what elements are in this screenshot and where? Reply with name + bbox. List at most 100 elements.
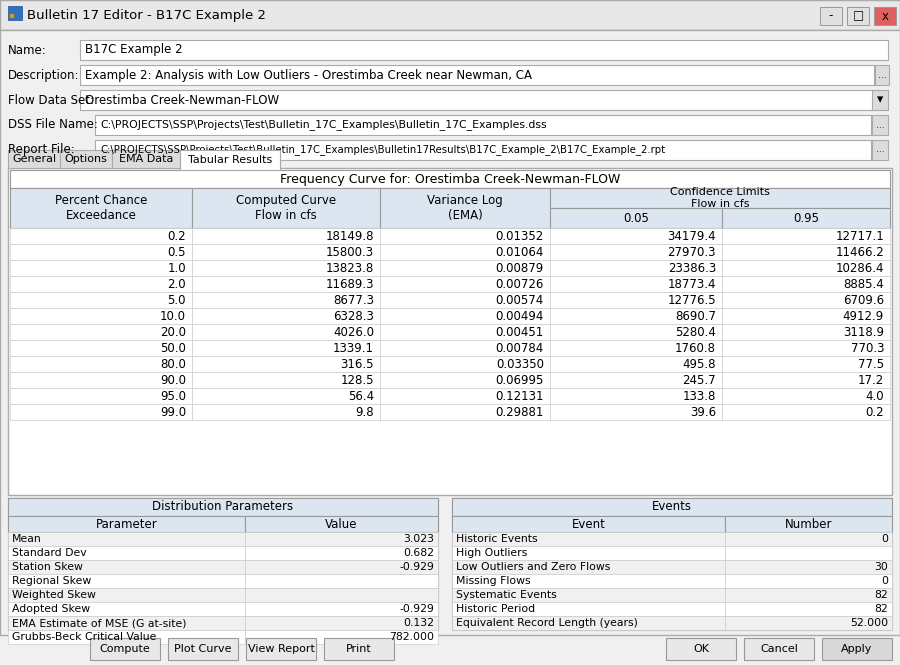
Text: 52.000: 52.000 — [850, 618, 888, 628]
Bar — [192, 260, 380, 276]
Bar — [192, 324, 380, 340]
Text: 1.0: 1.0 — [167, 261, 186, 275]
Text: 10286.4: 10286.4 — [835, 261, 884, 275]
Bar — [192, 292, 380, 308]
Text: 82: 82 — [874, 604, 888, 614]
Text: 12776.5: 12776.5 — [668, 293, 716, 307]
Bar — [820, 7, 842, 25]
Bar — [192, 372, 380, 388]
Text: 17.2: 17.2 — [858, 374, 884, 386]
Bar — [380, 276, 550, 292]
Text: 77.5: 77.5 — [858, 358, 884, 370]
Bar — [80, 90, 880, 110]
Bar — [245, 532, 438, 546]
Bar — [380, 228, 550, 244]
Text: 0.29881: 0.29881 — [496, 406, 544, 418]
Text: B17C Example 2: B17C Example 2 — [85, 43, 183, 57]
Bar — [245, 546, 438, 560]
Bar — [722, 260, 890, 276]
Bar — [8, 546, 245, 560]
Bar — [8, 602, 245, 616]
Bar — [245, 588, 438, 602]
Bar — [452, 498, 892, 630]
Bar — [192, 276, 380, 292]
Bar — [60, 150, 112, 168]
Text: DSS File Name:: DSS File Name: — [8, 118, 98, 132]
Bar — [550, 276, 722, 292]
Text: x: x — [881, 9, 888, 23]
Bar — [722, 340, 890, 356]
Bar — [8, 630, 245, 644]
Bar — [550, 208, 722, 228]
Text: 4026.0: 4026.0 — [333, 325, 374, 338]
Text: Variance Log
(EMA): Variance Log (EMA) — [428, 194, 503, 222]
Text: 10.0: 10.0 — [160, 309, 186, 323]
Bar — [380, 388, 550, 404]
Text: Historic Period: Historic Period — [456, 604, 536, 614]
Text: OK: OK — [693, 644, 709, 654]
Bar — [380, 404, 550, 420]
Text: 95.0: 95.0 — [160, 390, 186, 402]
Text: 770.3: 770.3 — [850, 342, 884, 354]
Bar — [872, 140, 888, 160]
Bar — [722, 372, 890, 388]
Text: -0.929: -0.929 — [399, 562, 434, 572]
Bar — [95, 140, 871, 160]
Bar — [380, 340, 550, 356]
Text: Description:: Description: — [8, 68, 79, 82]
Text: 0.682: 0.682 — [403, 548, 434, 558]
Text: 56.4: 56.4 — [348, 390, 374, 402]
Bar — [550, 260, 722, 276]
Bar — [245, 560, 438, 574]
Bar — [722, 388, 890, 404]
Text: 8690.7: 8690.7 — [675, 309, 716, 323]
Text: 0.12131: 0.12131 — [496, 390, 544, 402]
Bar — [550, 228, 722, 244]
Text: 6709.6: 6709.6 — [843, 293, 884, 307]
Text: ...: ... — [876, 146, 885, 154]
Bar — [550, 324, 722, 340]
Bar — [245, 516, 438, 532]
Bar — [324, 638, 394, 660]
Text: 3118.9: 3118.9 — [843, 325, 884, 338]
Bar — [10, 188, 192, 228]
Bar — [8, 516, 245, 532]
Text: Computed Curve
Flow in cfs: Computed Curve Flow in cfs — [236, 194, 336, 222]
Text: Cancel: Cancel — [760, 644, 798, 654]
Text: 0.05: 0.05 — [623, 211, 649, 225]
Bar — [10, 356, 192, 372]
Bar — [722, 324, 890, 340]
Text: 6328.3: 6328.3 — [333, 309, 374, 323]
Text: Frequency Curve for: Orestimba Creek-Newman-FLOW: Frequency Curve for: Orestimba Creek-New… — [280, 172, 620, 186]
Text: C:\PROJECTS\SSP\Projects\Test\Bulletin_17C_Examples\Bulletin17Results\B17C_Examp: C:\PROJECTS\SSP\Projects\Test\Bulletin_1… — [100, 144, 665, 156]
Bar — [10, 14, 14, 18]
Text: Adopted Skew: Adopted Skew — [12, 604, 90, 614]
Text: 18149.8: 18149.8 — [326, 229, 374, 243]
Text: 0.00784: 0.00784 — [496, 342, 544, 354]
Bar — [192, 340, 380, 356]
Text: Missing Flows: Missing Flows — [456, 576, 531, 586]
Text: 9.8: 9.8 — [356, 406, 374, 418]
Text: Confidence Limits
Flow in cfs: Confidence Limits Flow in cfs — [670, 188, 770, 209]
Text: 0.95: 0.95 — [793, 211, 819, 225]
Text: 23386.3: 23386.3 — [668, 261, 716, 275]
Bar — [872, 115, 888, 135]
Text: Grubbs-Beck Critical Value: Grubbs-Beck Critical Value — [12, 632, 157, 642]
Bar — [874, 7, 896, 25]
Bar — [380, 372, 550, 388]
Bar — [10, 340, 192, 356]
Bar — [192, 228, 380, 244]
Bar — [722, 356, 890, 372]
Bar — [192, 356, 380, 372]
Bar — [10, 276, 192, 292]
Bar — [724, 574, 892, 588]
Bar — [722, 208, 890, 228]
Bar — [452, 560, 724, 574]
Bar — [192, 388, 380, 404]
Text: 8677.3: 8677.3 — [333, 293, 374, 307]
Text: 0.00726: 0.00726 — [496, 277, 544, 291]
Text: 34179.4: 34179.4 — [668, 229, 716, 243]
Bar — [550, 292, 722, 308]
Bar — [666, 638, 736, 660]
Text: Bulletin 17 Editor - B17C Example 2: Bulletin 17 Editor - B17C Example 2 — [27, 9, 266, 21]
